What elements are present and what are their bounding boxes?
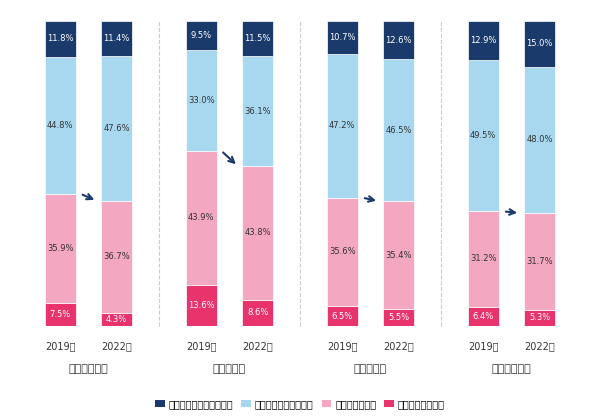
Bar (524, 66, 555, 213)
Text: 5.3%: 5.3% (529, 314, 550, 322)
Text: 49.5%: 49.5% (470, 131, 496, 140)
Text: 36.7%: 36.7% (103, 252, 130, 261)
Text: 35.6%: 35.6% (329, 247, 356, 256)
Bar (242, 166, 273, 300)
Bar (186, 21, 217, 50)
Bar (186, 150, 217, 285)
Text: 6.5%: 6.5% (332, 312, 353, 321)
Text: 8.6%: 8.6% (247, 308, 268, 317)
Text: 2022年: 2022年 (242, 341, 273, 351)
Text: 44.8%: 44.8% (47, 121, 74, 130)
Text: 6.4%: 6.4% (473, 312, 494, 321)
Text: 興味を持つ: 興味を持つ (213, 364, 246, 374)
Text: 12.6%: 12.6% (385, 36, 412, 45)
Bar (524, 213, 555, 310)
Text: 46.5%: 46.5% (385, 126, 412, 135)
Text: 47.6%: 47.6% (103, 124, 130, 133)
Text: 36.1%: 36.1% (244, 107, 271, 115)
Bar (327, 54, 358, 198)
Text: 買いたくなる: 買いたくなる (491, 364, 532, 374)
Bar (524, 21, 555, 66)
Bar (101, 56, 132, 201)
Bar (383, 59, 414, 201)
Bar (468, 60, 499, 212)
Text: 35.4%: 35.4% (385, 251, 412, 260)
Text: 2022年: 2022年 (101, 341, 132, 351)
Bar (101, 313, 132, 326)
Text: 好感が持てる: 好感が持てる (68, 364, 109, 374)
Bar (468, 306, 499, 326)
Bar (383, 21, 414, 59)
Text: 11.5%: 11.5% (245, 34, 271, 43)
Text: 4.3%: 4.3% (106, 315, 127, 324)
Text: 15.0%: 15.0% (527, 39, 553, 48)
Text: 13.6%: 13.6% (188, 301, 215, 310)
Bar (45, 21, 76, 57)
Text: 信頼できる: 信頼できる (354, 364, 387, 374)
Bar (242, 21, 273, 56)
Bar (242, 56, 273, 166)
Bar (383, 201, 414, 309)
Text: 33.0%: 33.0% (188, 96, 215, 105)
Bar (45, 57, 76, 194)
Text: 2019年: 2019年 (186, 341, 217, 351)
Bar (186, 285, 217, 326)
Text: 31.2%: 31.2% (470, 255, 497, 263)
Text: 2019年: 2019年 (45, 341, 76, 351)
Text: 9.5%: 9.5% (191, 31, 212, 40)
Bar (327, 21, 358, 54)
Text: 2019年: 2019年 (468, 341, 499, 351)
Bar (383, 309, 414, 326)
Bar (468, 21, 499, 60)
Bar (327, 198, 358, 306)
Text: 2022年: 2022年 (524, 341, 555, 351)
Bar (101, 21, 132, 56)
Text: 2022年: 2022年 (383, 341, 414, 351)
Text: 43.8%: 43.8% (244, 229, 271, 237)
Bar (101, 201, 132, 313)
Text: 10.7%: 10.7% (329, 33, 356, 42)
Bar (45, 194, 76, 303)
Text: 43.9%: 43.9% (188, 213, 215, 222)
Bar (524, 310, 555, 326)
Text: 35.9%: 35.9% (47, 244, 74, 253)
Bar (242, 300, 273, 326)
Text: 31.7%: 31.7% (526, 257, 553, 266)
Bar (327, 306, 358, 326)
Text: 12.9%: 12.9% (470, 36, 496, 45)
Bar (45, 303, 76, 326)
Bar (186, 50, 217, 150)
Text: 5.5%: 5.5% (388, 313, 409, 322)
Text: 11.4%: 11.4% (104, 34, 130, 43)
Text: 47.2%: 47.2% (329, 121, 356, 130)
Legend: まったくあてはまらない, あまりあてはまらない, ややあてはまる, とてもあてはまる: まったくあてはまらない, あまりあてはまらない, ややあてはまる, とてもあては… (155, 399, 445, 409)
Text: 2019年: 2019年 (327, 341, 358, 351)
Bar (468, 212, 499, 306)
Text: 48.0%: 48.0% (526, 135, 553, 144)
Text: 11.8%: 11.8% (47, 34, 74, 43)
Text: 7.5%: 7.5% (50, 310, 71, 319)
